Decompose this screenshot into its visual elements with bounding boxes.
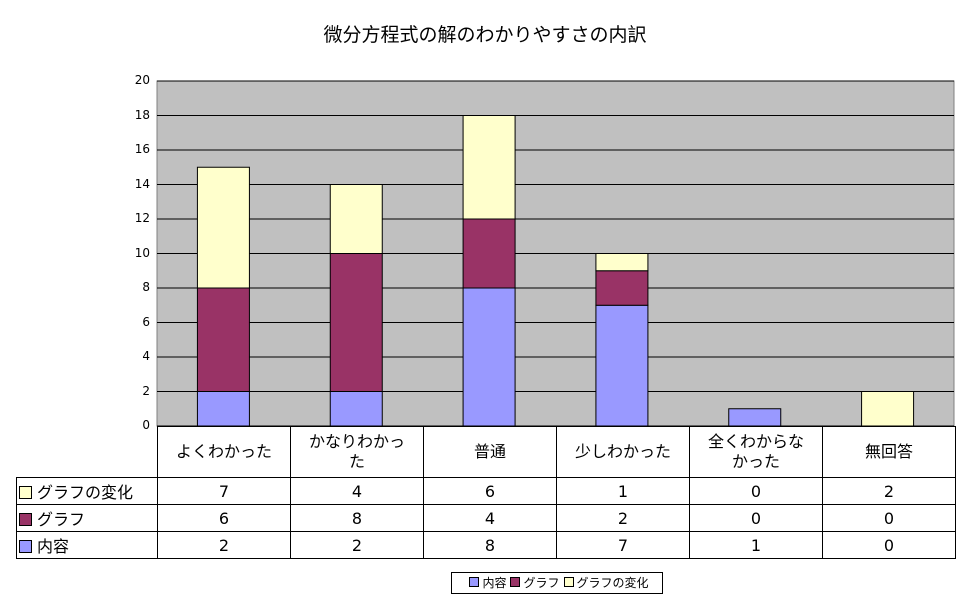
series-row-label: グラフ	[16, 504, 158, 532]
series-name: グラフの変化	[37, 483, 134, 502]
data-cell: 1	[556, 477, 690, 505]
table-row: グラフ 6 8 4 2 0 0	[16, 504, 956, 532]
y-tick-label: 14	[134, 176, 150, 191]
legend-item: グラフの変化	[560, 576, 649, 590]
y-tick-label: 2	[142, 383, 150, 398]
y-tick-label: 20	[134, 73, 150, 87]
y-tick-label: 6	[142, 314, 150, 329]
data-cell: 8	[290, 504, 424, 532]
bar-segment	[728, 408, 782, 427]
legend-label: グラフの変化	[576, 576, 649, 590]
data-table: よくわかった かなりわかっ た普通 少しわかった 全くわからな かった 無回答 グラフの変…	[16, 426, 956, 559]
data-cell: 2	[290, 531, 424, 559]
data-cell: 2	[157, 531, 291, 559]
x-category-label: よくわかった	[157, 426, 291, 478]
legend-item: 内容	[465, 576, 506, 590]
bar-segment	[196, 391, 250, 427]
bar-segment	[462, 218, 516, 289]
data-cell: 0	[822, 531, 956, 559]
legend-swatch	[563, 577, 574, 587]
bar-segment	[595, 270, 649, 306]
table-row: グラフの変化 7 4 6 1 0 2	[16, 477, 956, 505]
legend-swatch	[510, 577, 521, 587]
bar-segment	[196, 287, 250, 392]
plot-area	[156, 80, 955, 427]
bar-segment	[329, 391, 383, 427]
series-name: グラフ	[37, 510, 86, 529]
bar-segment	[595, 253, 649, 272]
bar-segment	[861, 391, 915, 427]
x-category-label: 無回答	[822, 426, 956, 478]
chart-title: 微分方程式の解のわかりやすさの内訳	[323, 24, 647, 46]
legend-label: 内容	[482, 576, 507, 590]
x-category-label: 少しわかった	[556, 426, 690, 478]
bar-segment	[595, 304, 649, 427]
y-tick-label: 10	[134, 245, 150, 260]
y-tick-label: 0	[142, 418, 150, 432]
legend: 内容 グラフ グラフの変化	[451, 572, 663, 594]
legend-swatch	[469, 577, 480, 587]
data-cell: 4	[290, 477, 424, 505]
data-cell: 0	[689, 504, 823, 532]
series-row-label: グラフの変化	[16, 477, 158, 505]
y-tick-label: 4	[142, 349, 150, 363]
x-category-label: かなりわかっ た	[290, 426, 424, 478]
data-cell: 4	[423, 504, 557, 532]
table-row: 内容 2 2 8 7 1 0	[16, 531, 956, 559]
data-cell: 0	[689, 477, 823, 505]
data-cell: 2	[822, 477, 956, 505]
bar-segment	[329, 184, 383, 254]
table-corner	[16, 426, 158, 478]
y-tick-label: 18	[134, 107, 150, 122]
y-tick-label: 12	[134, 211, 150, 225]
x-category-label: 普通	[423, 426, 557, 478]
x-category-label: 全くわからな かった	[689, 426, 823, 478]
data-cell: 1	[689, 531, 823, 559]
bar-segment	[462, 287, 516, 427]
y-tick-label: 8	[142, 280, 150, 294]
legend-label: グラフ	[523, 576, 560, 590]
data-cell: 7	[556, 531, 690, 559]
series-key-swatch	[19, 540, 32, 553]
data-cell: 8	[423, 531, 557, 559]
data-cell: 2	[556, 504, 690, 532]
bar-segment	[329, 253, 383, 392]
legend-item: グラフ	[506, 576, 560, 590]
series-name: 内容	[37, 537, 70, 556]
series-key-swatch	[19, 486, 32, 499]
series-row-label: 内容	[16, 531, 158, 559]
series-key-swatch	[19, 513, 32, 526]
data-cell: 6	[423, 477, 557, 505]
data-cell: 0	[822, 504, 956, 532]
bar-segment	[196, 166, 250, 289]
y-tick-label: 16	[134, 142, 150, 156]
data-cell: 6	[157, 504, 291, 532]
bar-segment	[462, 115, 516, 220]
data-cell: 7	[157, 477, 291, 505]
